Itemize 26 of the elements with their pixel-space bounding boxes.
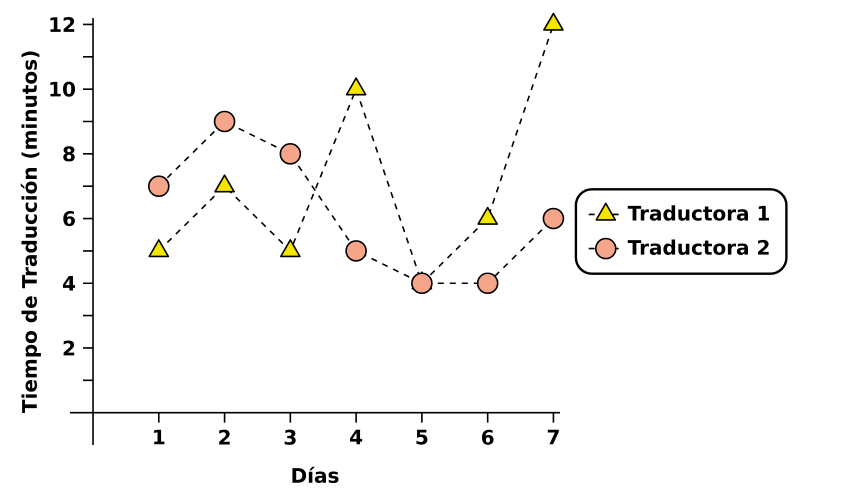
point bbox=[280, 143, 302, 165]
y-tick-label: 12 bbox=[50, 17, 74, 32]
legend-label: Traductora 1 bbox=[628, 205, 770, 221]
point bbox=[346, 78, 366, 96]
x-tick-label: 5 bbox=[416, 430, 428, 445]
point bbox=[476, 272, 498, 294]
y-tick-label: 4 bbox=[62, 276, 76, 291]
y-tick-label: 6 bbox=[63, 211, 75, 226]
point bbox=[345, 240, 367, 262]
y-tick-label: 8 bbox=[63, 146, 75, 162]
y-tick-label: 10 bbox=[50, 82, 76, 97]
x-tick-label: 4 bbox=[350, 430, 362, 444]
point bbox=[411, 272, 433, 294]
y-tick-label: 2 bbox=[64, 340, 74, 356]
x-tick-label: 7 bbox=[548, 430, 559, 444]
x-tick-label: 1 bbox=[154, 430, 164, 444]
x-axis-title: Días bbox=[292, 466, 339, 484]
legend-label: Traductora 2 bbox=[628, 240, 769, 256]
point bbox=[542, 208, 564, 230]
x-tick-label: 3 bbox=[284, 430, 296, 445]
point bbox=[543, 12, 564, 31]
x-tick-label: 6 bbox=[482, 430, 494, 445]
y-axis-title: Tiempo de Traducción (minutos) bbox=[20, 52, 41, 414]
x-tick-label: 2 bbox=[219, 430, 230, 445]
point bbox=[148, 176, 170, 198]
point bbox=[214, 110, 236, 132]
